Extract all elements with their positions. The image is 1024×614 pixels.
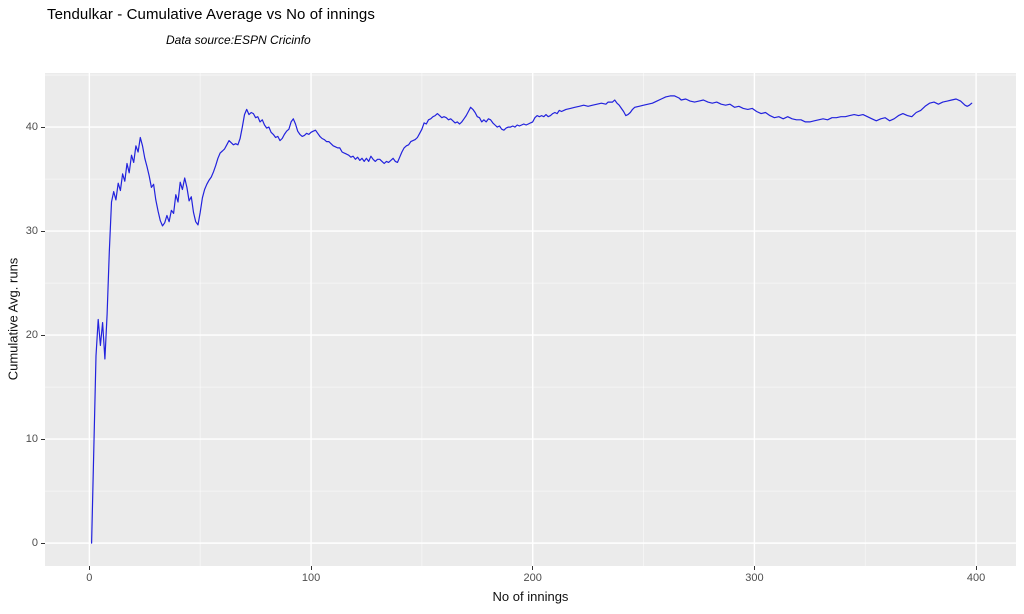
y-tick-label: 0: [31, 536, 38, 549]
y-tick-mark: [41, 334, 45, 336]
y-tick-label: 40: [25, 120, 38, 133]
x-tick-mark: [753, 566, 755, 570]
y-tick-mark: [41, 230, 45, 232]
y-axis-label: Cumulative Avg. runs: [5, 257, 21, 381]
y-tick-mark: [41, 126, 45, 128]
plot-panel: [45, 73, 1016, 566]
x-tick-label: 0: [86, 572, 93, 584]
x-tick-mark: [88, 566, 90, 570]
chart-subtitle: Data source:ESPN Cricinfo: [166, 33, 311, 47]
y-tick-mark: [41, 542, 45, 544]
x-axis-label: No of innings: [492, 589, 569, 604]
plot-svg: [45, 73, 1016, 566]
x-tick-label: 300: [745, 572, 764, 584]
chart-title: Tendulkar - Cumulative Average vs No of …: [47, 6, 375, 23]
y-tick-mark: [41, 438, 45, 440]
x-tick-label: 100: [301, 572, 321, 584]
y-tick-label: 30: [25, 224, 38, 237]
cumulative-average-line: [90, 95, 973, 544]
x-tick-label: 200: [523, 572, 542, 584]
y-tick-label: 20: [25, 328, 38, 341]
x-tick-label: 400: [966, 572, 986, 584]
y-tick-label: 10: [25, 432, 38, 445]
x-tick-mark: [310, 566, 312, 570]
x-tick-mark: [975, 566, 977, 570]
x-tick-mark: [532, 566, 534, 570]
